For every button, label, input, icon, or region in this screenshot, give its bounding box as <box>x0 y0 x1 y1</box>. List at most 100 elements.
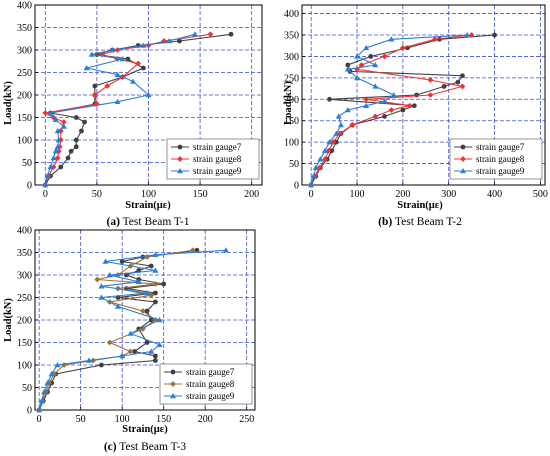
data-point <box>115 303 122 309</box>
ytick-label: 200 <box>17 316 32 327</box>
data-point <box>333 139 339 145</box>
data-point <box>106 339 113 346</box>
data-point <box>44 380 51 386</box>
data-point <box>54 128 61 134</box>
data-point <box>106 272 113 278</box>
data-point <box>82 119 87 125</box>
legend-label: strain gauge7 <box>476 142 525 152</box>
data-point <box>114 98 121 104</box>
ytick-label: 400 <box>284 9 299 20</box>
caption-a-text: Test Beam T-1 <box>120 216 190 228</box>
data-point <box>441 84 447 89</box>
legend-marker <box>460 144 466 150</box>
data-point <box>91 92 98 98</box>
data-point <box>140 65 146 71</box>
data-point <box>177 38 182 44</box>
data-point <box>135 278 142 284</box>
ticks-b: 0 50 100 150 200 250 300 350 400 0 100 200 300 400 500 <box>284 9 548 200</box>
data-point <box>414 92 420 98</box>
data-point <box>330 139 337 146</box>
data-point <box>166 38 173 44</box>
ytick-label: 100 <box>284 138 299 149</box>
data-point <box>90 357 97 364</box>
series-b-3 <box>308 32 471 188</box>
data-point <box>406 102 413 109</box>
caption-b: (b) Test Beam T-2 <box>378 216 462 228</box>
data-point <box>145 92 152 98</box>
data-point <box>312 164 319 171</box>
data-point <box>152 290 158 296</box>
data-point <box>92 83 98 89</box>
data-point <box>363 102 370 108</box>
data-point <box>492 32 497 38</box>
data-point <box>140 42 147 48</box>
series-line <box>44 33 196 186</box>
data-point <box>222 247 229 253</box>
chart-panel-b: Load(kN) Strain(με) (b) Test Beam T-2 0 5… <box>283 4 548 228</box>
ytick-label: 150 <box>17 338 32 349</box>
data-point <box>363 44 370 51</box>
caption-b-text: Test Beam T-2 <box>392 216 462 228</box>
xtick-label: 500 <box>533 189 548 200</box>
grid-b <box>302 5 545 186</box>
data-point <box>152 299 158 305</box>
data-point <box>109 47 116 53</box>
ytick-label: 200 <box>17 91 32 102</box>
ytick-label: 300 <box>17 46 32 57</box>
data-point <box>130 78 137 84</box>
ytick-label: 150 <box>17 113 32 124</box>
ytick-label: 50 <box>22 383 32 394</box>
caption-c: (c) Test Beam T-3 <box>104 441 187 453</box>
data-point <box>464 32 471 38</box>
data-point <box>140 326 146 332</box>
data-point <box>354 66 360 73</box>
legend-b: strain gauge7 strain gauge8 strain gauge9 <box>449 138 543 180</box>
data-point <box>99 362 104 368</box>
data-point <box>411 103 417 109</box>
data-point <box>345 62 351 68</box>
data-point <box>132 349 138 354</box>
data-point <box>327 96 332 102</box>
data-point <box>115 272 121 278</box>
ytick-label: 100 <box>17 361 32 372</box>
ytick-label: 400 <box>17 1 32 12</box>
data-point <box>148 348 155 354</box>
data-point <box>127 348 134 355</box>
legend-label: strain gauge8 <box>186 379 235 389</box>
caption-a: (a) Test Beam T-1 <box>106 216 189 228</box>
data-point <box>52 116 59 122</box>
data-point <box>152 251 159 257</box>
xlabel-c: Strain(με) <box>122 424 168 435</box>
ytick-label: 0 <box>294 181 299 192</box>
data-point <box>148 317 154 323</box>
data-point <box>119 353 126 359</box>
data-point <box>455 79 461 85</box>
ytick-label: 100 <box>17 136 32 147</box>
xlabel-b: Strain(με) <box>397 200 443 211</box>
data-point <box>152 317 159 323</box>
ylabel-a: Load(kN) <box>3 81 14 125</box>
data-point <box>41 389 48 395</box>
data-point <box>50 155 57 161</box>
legend-label: strain gauge8 <box>193 154 242 164</box>
xlabel-a: Strain(με) <box>125 200 171 211</box>
ytick-label: 250 <box>17 293 32 304</box>
data-point <box>140 308 146 314</box>
legend-marker <box>460 168 466 174</box>
xtick-label: 150 <box>156 414 171 425</box>
data-point <box>432 36 438 43</box>
data-point <box>460 73 465 79</box>
data-point <box>349 122 356 128</box>
data-point <box>52 148 59 154</box>
data-point <box>98 283 105 289</box>
data-point <box>60 123 67 129</box>
data-point <box>207 31 214 38</box>
data-point <box>310 173 317 179</box>
legend-label: strain gauge9 <box>476 166 525 176</box>
caption-b-letter: (b) <box>378 216 392 228</box>
ytick-label: 50 <box>22 158 32 169</box>
ytick-label: 150 <box>284 116 299 127</box>
data-point <box>322 156 328 163</box>
ytick-label: 350 <box>17 248 32 259</box>
